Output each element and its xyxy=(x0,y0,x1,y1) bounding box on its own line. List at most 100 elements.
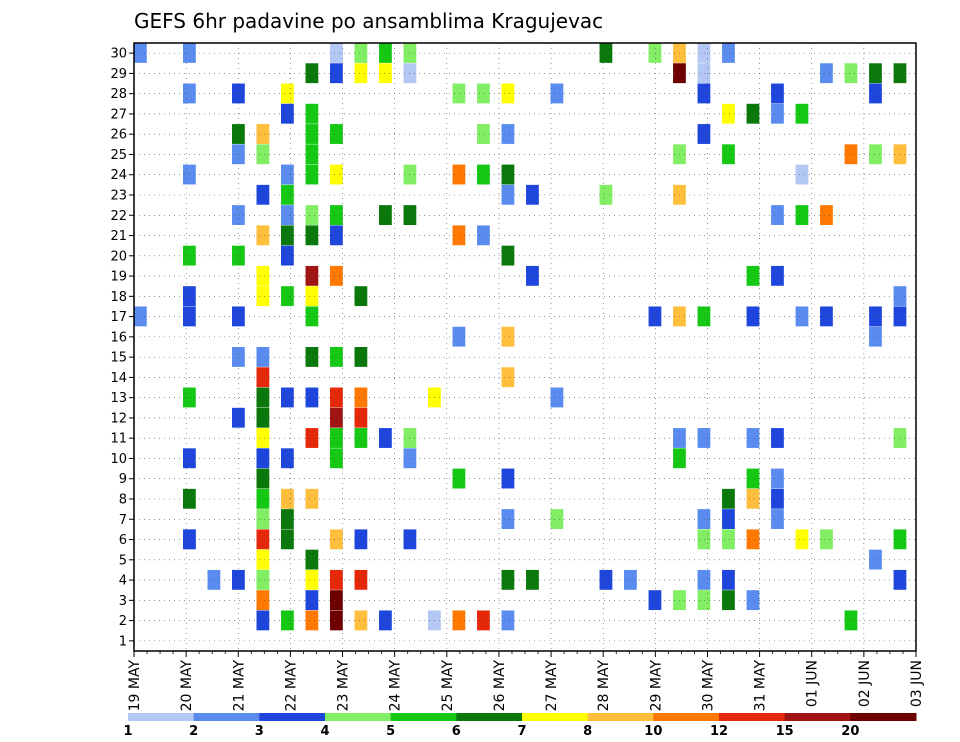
heatmap-cell xyxy=(501,83,515,104)
heatmap-cell xyxy=(477,610,490,631)
colorbar-swatch xyxy=(193,713,260,721)
heatmap-cell xyxy=(820,63,833,84)
heatmap-cell xyxy=(379,43,392,63)
colorbar-label: 2 xyxy=(189,724,198,739)
colorbar-label: 1 xyxy=(123,724,132,739)
colorbar: 1 2 3 4 5 6 7 8 10 12 15 20 xyxy=(123,713,917,739)
heatmap-cell xyxy=(256,124,270,144)
heatmap-cell xyxy=(746,428,760,448)
heatmap-cell xyxy=(795,164,809,185)
heatmap-cell xyxy=(746,488,760,509)
y-tick-label: 6 xyxy=(119,533,127,548)
heatmap-cell xyxy=(232,306,245,327)
heatmap-cell xyxy=(501,367,515,388)
heatmap-cell xyxy=(501,569,515,590)
heatmap-cell xyxy=(771,205,784,225)
heatmap-cell xyxy=(722,43,735,63)
y-tick-label: 21 xyxy=(110,229,127,244)
heatmap-cell xyxy=(746,590,760,611)
heatmap-cell xyxy=(844,63,858,84)
x-tick-label: 21 MAY xyxy=(231,660,247,712)
heatmap-cell xyxy=(281,103,294,124)
heatmap-cell xyxy=(281,225,294,246)
x-tick-label: 24 MAY xyxy=(388,660,404,712)
heatmap-cell xyxy=(599,569,613,590)
heatmap-cell xyxy=(722,529,735,550)
heatmap-cell xyxy=(281,286,294,307)
y-tick-label: 20 xyxy=(110,249,127,264)
heatmap-cell xyxy=(526,184,539,205)
heatmap-cell xyxy=(379,205,392,225)
heatmap-cell xyxy=(379,428,392,448)
colorbar-swatch xyxy=(325,713,392,721)
y-tick-label: 11 xyxy=(110,432,127,447)
heatmap-cell xyxy=(697,509,711,529)
heatmap-cell xyxy=(452,610,466,631)
heatmap-cell xyxy=(330,124,343,144)
heatmap-cell xyxy=(624,569,637,590)
heatmap-cell xyxy=(550,83,564,104)
colorbar-label: 3 xyxy=(255,724,264,739)
chart-title: GEFS 6hr padavine po ansamblima Kragujev… xyxy=(134,9,603,33)
heatmap-cell xyxy=(771,83,784,104)
colorbar-swatch xyxy=(390,713,457,721)
heatmap-cell xyxy=(550,509,564,529)
heatmap-cell xyxy=(697,43,711,63)
heatmap-cell xyxy=(452,83,466,104)
heatmap-cell xyxy=(550,387,564,408)
x-tick-label: 31 MAY xyxy=(753,660,769,712)
heatmap-cell xyxy=(256,428,270,448)
heatmap-cell xyxy=(452,468,466,489)
heatmap-cell xyxy=(256,347,270,367)
heatmap-cell xyxy=(354,286,368,307)
heatmap-cell xyxy=(869,306,882,327)
heatmap-cell xyxy=(281,529,294,550)
heatmap-cell xyxy=(305,306,319,327)
colorbar-label: 7 xyxy=(517,724,526,739)
colorbar-label: 8 xyxy=(583,724,592,739)
y-tick-label: 7 xyxy=(119,513,127,528)
heatmap-cell xyxy=(697,590,711,611)
y-tick-label: 28 xyxy=(110,87,127,102)
heatmap-cell xyxy=(477,124,490,144)
heatmap-cell xyxy=(820,205,833,225)
x-tick-label: 02 JUN xyxy=(857,660,873,707)
heatmap-cell xyxy=(354,43,368,63)
heatmap-cell xyxy=(697,428,711,448)
y-tick-label: 5 xyxy=(119,553,127,568)
heatmap-cell xyxy=(305,428,319,448)
heatmap-cell xyxy=(869,326,882,347)
heatmap-cell xyxy=(134,306,147,327)
x-tick-label: 19 MAY xyxy=(127,660,143,712)
heatmap-cell xyxy=(256,529,270,550)
colorbar-swatch xyxy=(522,713,589,721)
y-tick-label: 2 xyxy=(119,614,127,629)
colorbar-swatch xyxy=(587,713,654,721)
heatmap-cell xyxy=(746,468,760,489)
y-tick-label: 18 xyxy=(110,290,127,305)
heatmap-cell xyxy=(795,103,809,124)
heatmap-cell xyxy=(281,184,294,205)
heatmap-cell xyxy=(697,529,711,550)
heatmap-cell xyxy=(697,124,711,144)
heatmap-cell xyxy=(281,83,294,104)
heatmap-cell xyxy=(330,347,343,367)
heatmap-cell xyxy=(281,164,294,185)
heatmap-cell xyxy=(305,164,319,185)
heatmap-cell xyxy=(305,103,319,124)
heatmap-cell xyxy=(305,124,319,144)
heatmap-cell xyxy=(281,488,294,509)
colorbar-label: 10 xyxy=(644,724,662,739)
heatmap-cell xyxy=(795,306,809,327)
heatmap-cell xyxy=(501,184,515,205)
heatmap-cell xyxy=(820,306,833,327)
heatmap-cell xyxy=(452,225,466,246)
heatmap-cell xyxy=(281,509,294,529)
heatmap-cell xyxy=(256,509,270,529)
y-tick-label: 14 xyxy=(110,371,127,386)
heatmap-cell xyxy=(256,265,270,286)
heatmap-cell xyxy=(330,529,343,550)
heatmap-cell xyxy=(281,610,294,631)
heatmap-cell xyxy=(256,569,270,590)
colorbar-label: 20 xyxy=(841,724,859,739)
